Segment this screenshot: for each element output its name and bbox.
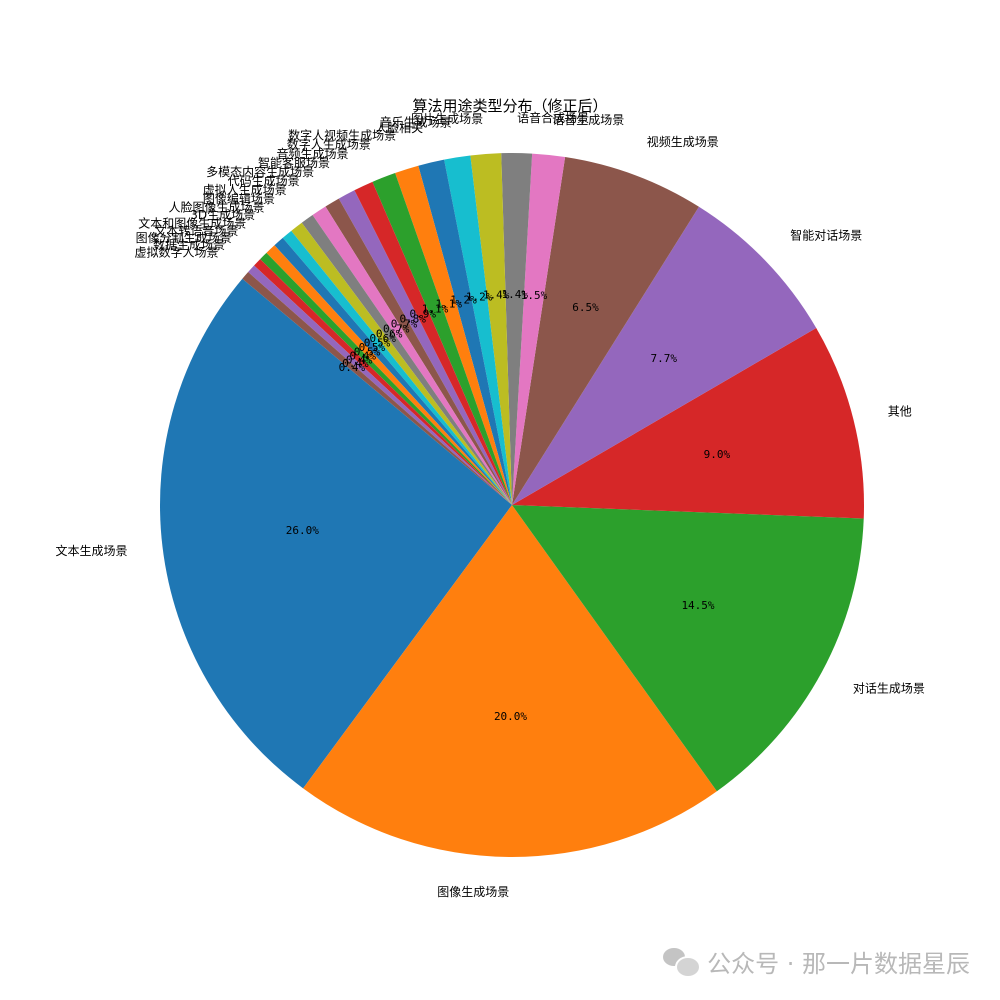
pie-percentage-label: 0.8%: [399, 313, 426, 326]
pie-percentage-label: 14.5%: [681, 599, 714, 612]
pie-category-label: 视频生成场景: [647, 134, 719, 149]
pie-slice: [395, 165, 512, 505]
pie-percentage-labels: 26.0%20.0%14.5%9.0%7.7%6.5%1.5%1.4%1.4%1…: [286, 288, 731, 723]
pie-percentage-label: 6.5%: [572, 301, 599, 314]
pie-slice: [512, 153, 566, 505]
pie-category-label: 图片生成场景: [411, 112, 483, 126]
pie-percentage-label: 1.1%: [436, 298, 463, 311]
pie-slice: [470, 153, 512, 506]
pie-category-label: 对话生成场景: [853, 682, 925, 696]
pie-percentage-label: 1.2%: [450, 293, 477, 306]
pie-slice: [260, 252, 512, 505]
watermark: 公众号 · 那一片数据星辰: [663, 944, 970, 978]
pie-category-label: 虚拟数字人场景: [134, 244, 218, 259]
pie-category-label: 文本转语音场景: [154, 223, 238, 238]
wechat-icon: [663, 946, 702, 978]
pie-slice: [303, 505, 717, 857]
pie-slice: [274, 237, 512, 505]
pie-slice: [354, 181, 512, 505]
pie-percentage-label: 0.7%: [383, 322, 410, 335]
pie-category-label: 图像生成场景: [437, 885, 509, 899]
pie-slice: [512, 206, 817, 505]
pie-category-label: 语音生成场景: [552, 112, 624, 127]
pie-percentage-label: 0.4%: [346, 353, 373, 366]
pie-slice: [160, 278, 512, 789]
pie-percentage-label: 1.4%: [502, 288, 529, 301]
pie-slice: [291, 222, 512, 505]
pie-category-label: 音频生成场景: [276, 146, 348, 161]
pie-slice: [418, 159, 512, 506]
pie-slice: [282, 230, 512, 505]
pie-category-label: 人脸相关: [375, 121, 423, 135]
pie-percentage-label: 9.0%: [704, 448, 731, 461]
pie-category-label: 3D生成场景: [190, 208, 255, 222]
pie-category-label: 音乐生成场景: [380, 115, 452, 130]
pie-category-label: 智能客服场景: [258, 155, 330, 170]
pie-category-label: 数字人视频生成场景: [288, 128, 396, 143]
pie-category-label: 图像编辑场景: [203, 191, 275, 206]
pie-percentage-label: 20.0%: [494, 710, 527, 723]
pie-slice: [301, 214, 512, 506]
pie-percentage-label: 0.9%: [410, 308, 437, 321]
pie-category-label: 数字人生成场景: [287, 136, 371, 151]
pie-percentage-label: 1.5%: [521, 289, 548, 302]
pie-category-label: 图像分割生成场景: [136, 230, 232, 245]
pie-percentage-label: 0.5%: [359, 341, 386, 354]
pie-percentage-label: 26.0%: [286, 524, 319, 537]
pie-percentage-label: 0.6%: [376, 327, 403, 340]
pie-percentage-label: 1.1%: [422, 302, 449, 315]
pie-category-label: 其他: [888, 404, 912, 418]
pie-category-label: 代码生成场景: [228, 174, 300, 188]
pie-slice: [372, 172, 512, 506]
pie-percentage-label: 0.5%: [354, 345, 381, 358]
pie-slice: [242, 272, 512, 505]
pie-category-label: 智能对话场景: [790, 228, 862, 243]
pie-category-label: 语音合成场景: [517, 110, 589, 125]
pie-slice: [248, 265, 512, 505]
pie-percentage-label: 1.2%: [466, 290, 493, 303]
pie-slice: [501, 153, 533, 506]
watermark-text: 公众号 · 那一片数据星辰: [707, 949, 970, 978]
pie-percentage-label: 0.7%: [391, 318, 418, 331]
pie-slices: [160, 153, 864, 857]
pie-percentage-label: 0.6%: [369, 332, 396, 345]
pie-percentage-label: 0.5%: [364, 337, 391, 350]
pie-slice: [444, 155, 512, 506]
pie-percentage-label: 7.7%: [651, 352, 678, 365]
pie-category-label: 数据生成场景: [153, 237, 225, 252]
pie-category-label: 虚拟人生成场景: [203, 183, 287, 197]
pie-percentage-label: 0.4%: [342, 357, 369, 370]
pie-slice: [512, 327, 864, 519]
pie-percentage-label: 0.4%: [350, 350, 377, 363]
pie-slice: [512, 157, 699, 505]
pie-percentage-label: 0.4%: [339, 361, 366, 374]
pie-slice: [254, 259, 512, 505]
chart-title: 算法用途类型分布（修正后）: [412, 97, 607, 115]
pie-category-label: 文本和图像生成场景: [138, 215, 246, 230]
pie-percentage-label: 1.4%: [483, 288, 510, 301]
pie-slice: [512, 505, 864, 792]
pie-slice: [338, 190, 512, 505]
pie-category-label: 多模态内容生成场景: [206, 164, 314, 179]
pie-category-label: 文本生成场景: [55, 543, 127, 558]
pie-category-label: 人脸图像生成场景: [168, 200, 264, 214]
pie-slice: [266, 245, 512, 506]
pie-slice: [325, 198, 512, 505]
pie-slice: [312, 206, 512, 506]
